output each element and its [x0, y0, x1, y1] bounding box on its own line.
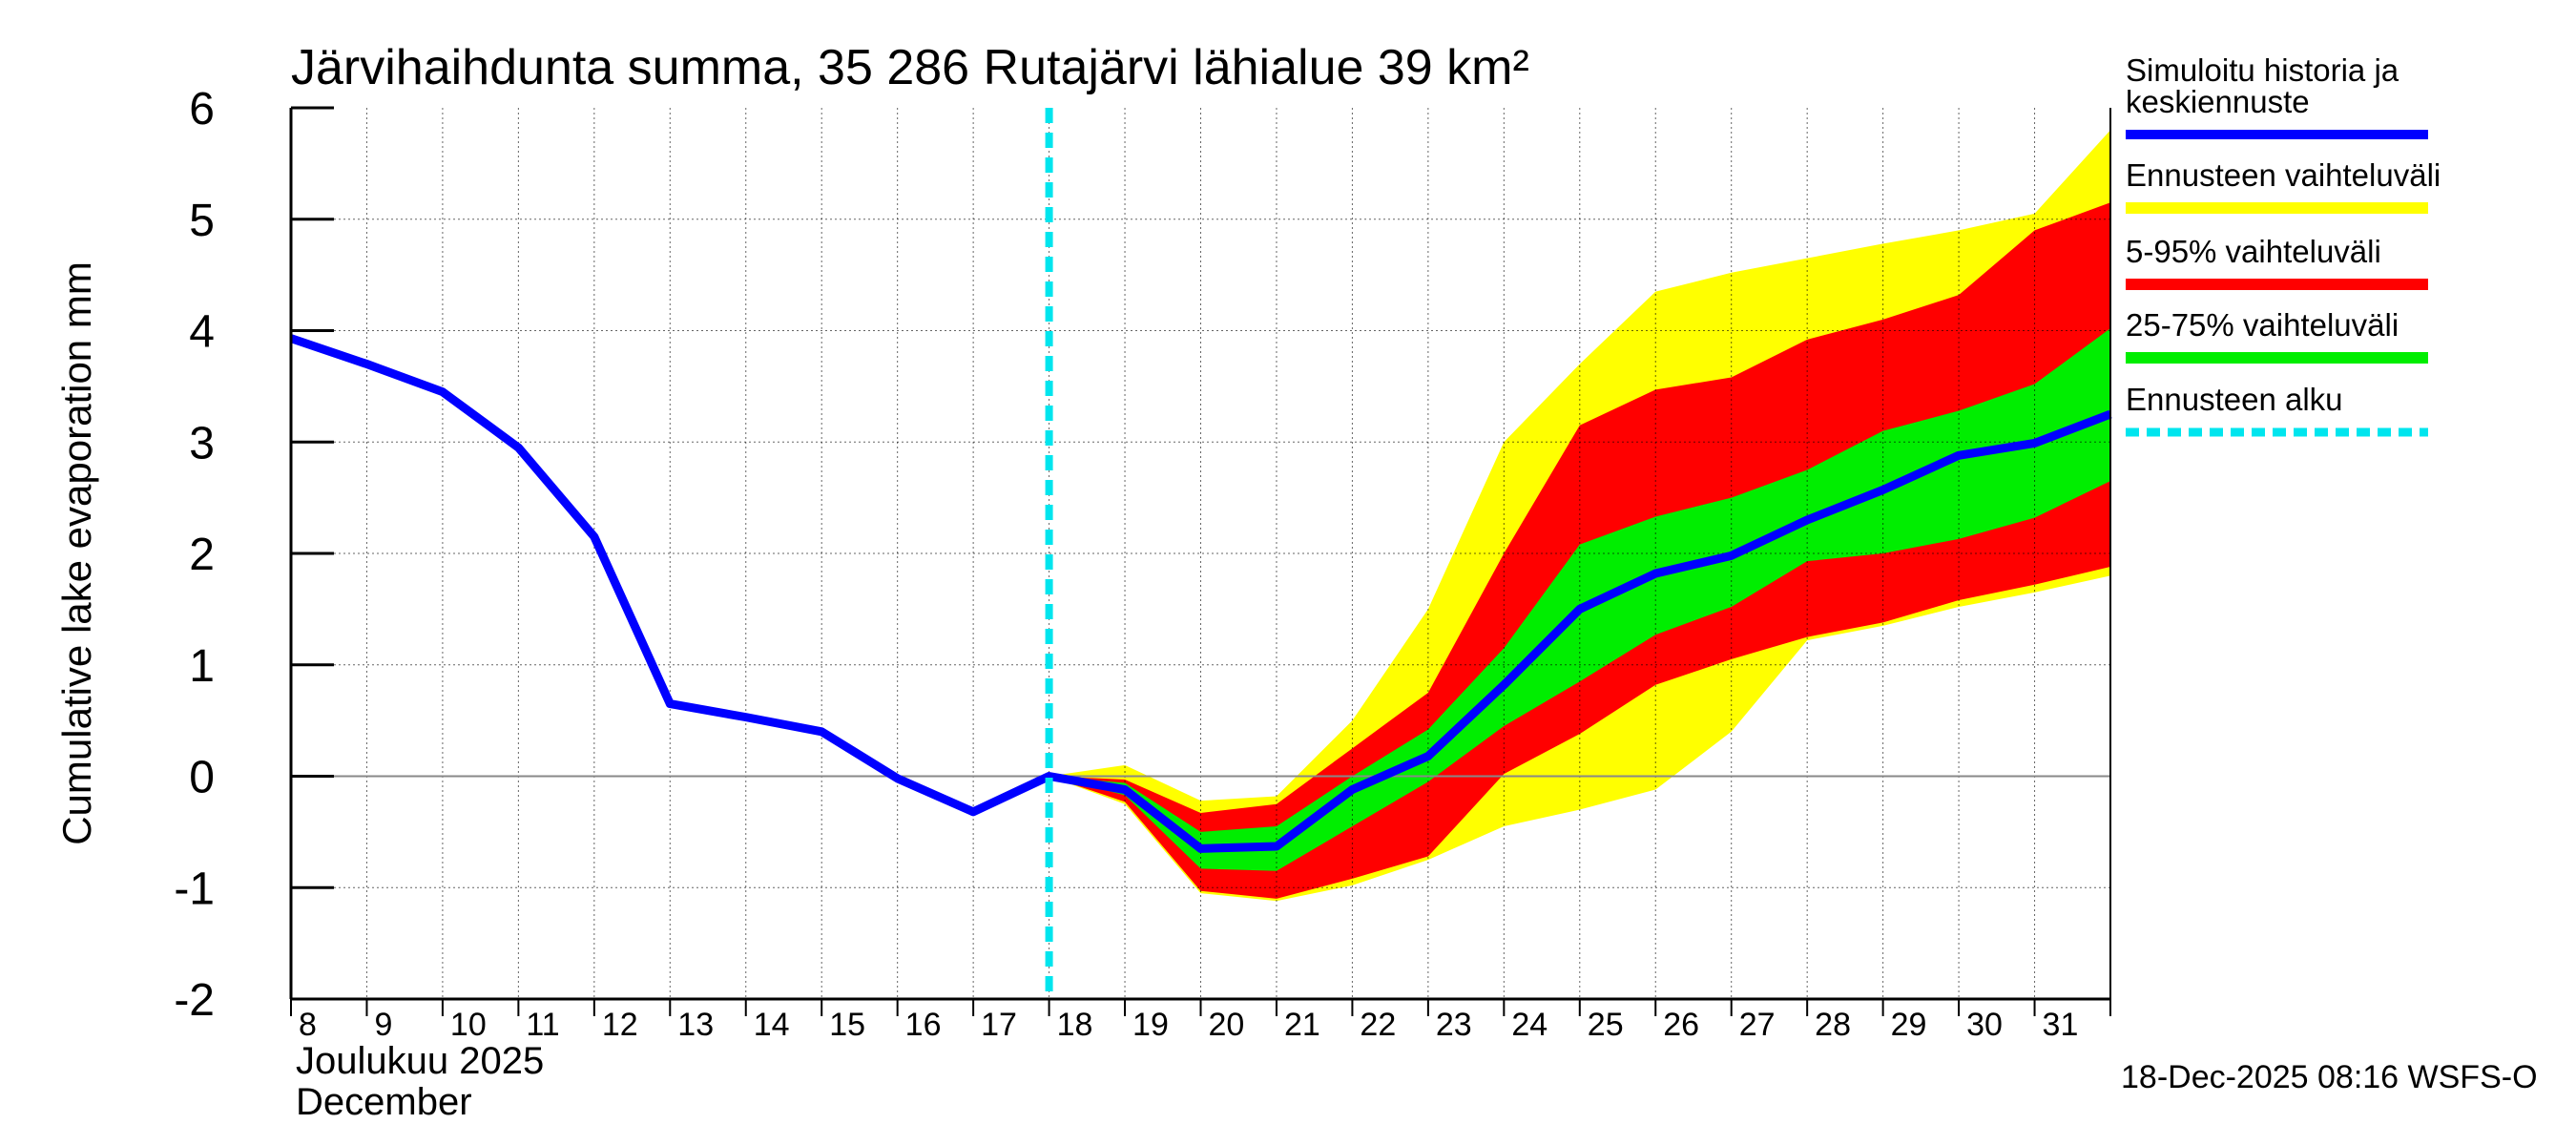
x-tick-label: 19 — [1132, 1007, 1169, 1043]
y-tick-label: 4 — [189, 307, 215, 358]
y-tick-label: 5 — [189, 196, 215, 246]
y-tick-label: 0 — [189, 753, 215, 803]
x-tick-label: 24 — [1511, 1007, 1548, 1043]
x-tick-label: 23 — [1436, 1007, 1472, 1043]
x-tick-label: 17 — [981, 1007, 1017, 1043]
x-tick-label: 11 — [526, 1007, 559, 1043]
x-tick-label: 13 — [677, 1007, 714, 1043]
x-tick-label: 10 — [450, 1007, 487, 1043]
x-tick-label: 31 — [2043, 1007, 2079, 1043]
x-tick-label: 18 — [1057, 1007, 1093, 1043]
y-tick-label: 3 — [189, 418, 215, 468]
timestamp-footer: 18-Dec-2025 08:16 WSFS-O — [2121, 1059, 2538, 1095]
grid-lines — [291, 108, 2110, 999]
x-tick-label: 27 — [1739, 1007, 1776, 1043]
x-tick-label: 12 — [602, 1007, 638, 1043]
chart-title: Järvihaihdunta summa, 35 286 Rutajärvi l… — [291, 40, 1529, 95]
y-axis-label: Cumulative lake evaporation mm — [54, 261, 99, 845]
x-tick-labels: 8 9 10 11 12 13 14 15 16 17 18 19 20 21 22 23 24 25 26 27 28… — [290, 999, 2111, 1043]
y-tick-label: 6 — [189, 84, 215, 135]
y-tick-label: -2 — [174, 975, 215, 1026]
x-tick-label: 15 — [829, 1007, 865, 1043]
x-tick-label: 28 — [1815, 1007, 1851, 1043]
mean-line — [289, 334, 2112, 853]
legend-label: 5-95% vaihteluväli — [2126, 234, 2381, 269]
x-axis-label-english: December — [296, 1081, 472, 1123]
x-tick-label: 30 — [1966, 1007, 2003, 1043]
legend-label: keskiennuste — [2126, 84, 2310, 119]
legend-label: Simuloitu historia ja — [2126, 52, 2399, 88]
x-axis-label-month: Joulukuu 2025 — [296, 1040, 544, 1082]
x-tick-label: 26 — [1663, 1007, 1699, 1043]
x-tick-label: 22 — [1360, 1007, 1396, 1043]
x-tick-label: 16 — [905, 1007, 942, 1043]
legend-label: Ennusteen vaihteluväli — [2126, 157, 2441, 193]
y-tick-labels: -2 -1 0 1 2 3 4 5 6 — [174, 84, 334, 1026]
legend-label: 25-75% vaihteluväli — [2126, 307, 2399, 343]
x-tick-label: 9 — [374, 1007, 392, 1043]
x-tick-label: 21 — [1284, 1007, 1320, 1043]
y-tick-label: 1 — [189, 641, 215, 692]
legend-label: Ennusteen alku — [2126, 382, 2343, 417]
x-tick-label: 25 — [1588, 1007, 1624, 1043]
data-lines — [289, 108, 2112, 999]
x-tick-label: 8 — [299, 1007, 317, 1043]
x-tick-label: 20 — [1209, 1007, 1245, 1043]
x-tick-label: 14 — [754, 1007, 790, 1043]
x-tick-label: 29 — [1891, 1007, 1927, 1043]
y-tick-label: -1 — [174, 864, 215, 914]
y-tick-label: 2 — [189, 530, 215, 580]
